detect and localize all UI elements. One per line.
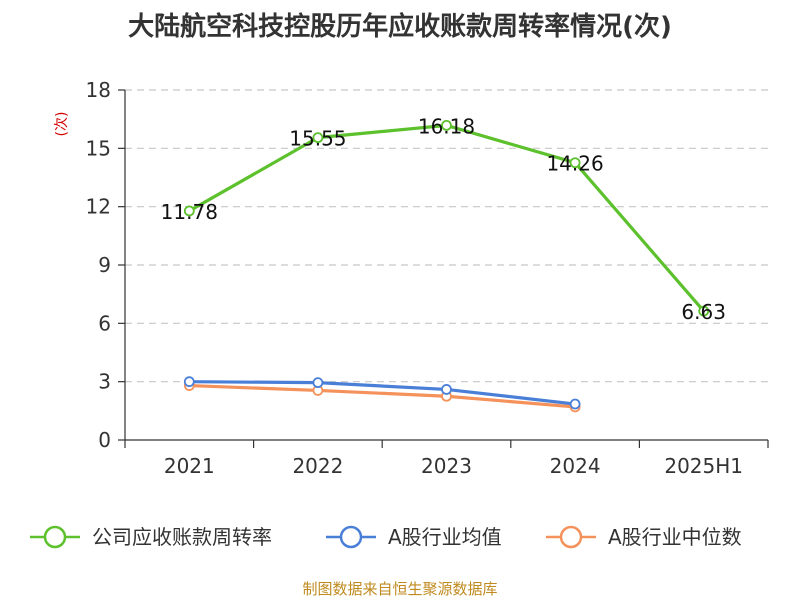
x-tick-label: 2025H1 — [664, 454, 743, 478]
data-labels: 11.78 15.55 16.18 14.26 6.63 — [161, 114, 726, 324]
data-point — [698, 305, 710, 317]
data-label: 6.63 — [681, 300, 726, 324]
data-point — [569, 157, 581, 169]
x-tick-label: 2023 — [421, 454, 472, 478]
series-line — [187, 123, 706, 313]
data-point — [183, 205, 195, 217]
series-line — [187, 383, 577, 409]
y-tick-label: 12 — [86, 195, 111, 219]
data-point — [312, 132, 324, 144]
data-point — [441, 384, 452, 395]
y-tick-label: 3 — [98, 370, 111, 394]
data-label: 15.55 — [289, 127, 346, 151]
data-point — [183, 376, 195, 388]
series-line — [187, 380, 577, 406]
data-label: 16.18 — [418, 114, 475, 138]
x-tick-label: 2021 — [164, 454, 215, 478]
y-tick-label: 6 — [98, 311, 111, 335]
y-tick-label: 18 — [86, 78, 111, 102]
source-note: 制图数据来自恒生聚源数据库 — [302, 580, 497, 598]
legend-label: 公司应收账款周转率 — [92, 525, 272, 549]
data-point — [569, 398, 581, 410]
y-axis-label: (次) — [54, 112, 70, 137]
legend: 公司应收账款周转率 A股行业均值 A股行业中位数 — [30, 525, 742, 549]
y-tick-label: 9 — [98, 253, 111, 277]
chart-title: 大陆航空科技控股历年应收账款周转率情况(次) — [128, 11, 672, 42]
data-point — [441, 119, 452, 131]
data-label: 11.78 — [161, 200, 218, 224]
y-tick-label: 15 — [86, 136, 111, 160]
series-lines — [183, 119, 710, 413]
x-tick-label: 2024 — [550, 454, 601, 478]
legend-label: A股行业中位数 — [608, 525, 742, 549]
x-tick-label: 2022 — [292, 454, 343, 478]
legend-swatch-marker — [43, 525, 67, 549]
axes: 0 3 6 9 12 15 18 2021 2022 2023 2024 2025H1 — [86, 78, 769, 478]
legend-swatch-marker — [339, 525, 363, 549]
y-tick-label: 0 — [98, 428, 111, 452]
data-point — [312, 377, 324, 389]
legend-swatch-marker — [559, 525, 583, 549]
legend-label: A股行业均值 — [388, 525, 502, 549]
data-label: 14.26 — [546, 152, 603, 176]
